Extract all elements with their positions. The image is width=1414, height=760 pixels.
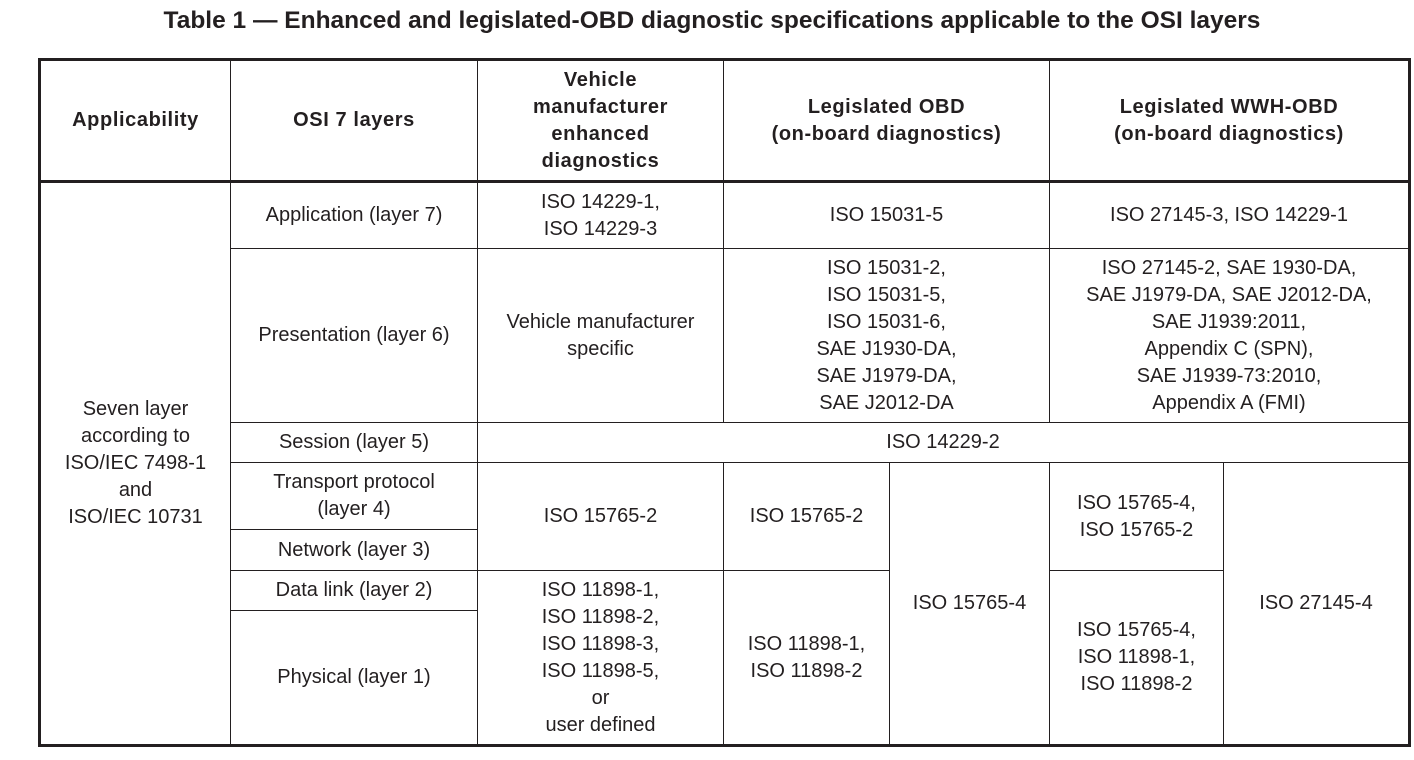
table-row-application: Seven layer according to ISO/IEC 7498-1 … [39, 181, 1410, 746]
application-wwh-cell: ISO 27145-3, ISO 14229-1 [1049, 181, 1410, 249]
header-applicability: Applicability [39, 59, 231, 183]
transport-network-vm-cell: ISO 15765-2 [477, 462, 724, 571]
header-legislated-wwh-obd: Legislated WWH-OBD (on-board diagnostics… [1049, 59, 1410, 183]
layer-physical: Physical (layer 1) [230, 610, 478, 746]
application-vm-cell: ISO 14229-1, ISO 14229-3 [477, 181, 724, 249]
layer-presentation: Presentation (layer 6) [230, 248, 478, 423]
datalink-physical-wwh-cell: ISO 15765-4, ISO 11898-1, ISO 11898-2 [1049, 570, 1224, 746]
presentation-obd-cell: ISO 15031-2, ISO 15031-5, ISO 15031-6, S… [723, 248, 1050, 423]
datalink-physical-obd-cell: ISO 11898-1, ISO 11898-2 [723, 570, 890, 746]
session-all-cell: ISO 14229-2 [477, 422, 1410, 463]
obd-lower-layers-cell: ISO 15765-4 [889, 462, 1050, 746]
application-obd-cell: ISO 15031-5 [723, 181, 1050, 249]
datalink-physical-vm-cell: ISO 11898-1, ISO 11898-2, ISO 11898-3, I… [477, 570, 724, 746]
header-row: Applicability OSI 7 layers Vehicle manuf… [39, 59, 1410, 183]
layer-session: Session (layer 5) [230, 422, 478, 463]
wwh-lower-layers-cell: ISO 27145-4 [1223, 462, 1410, 746]
transport-network-wwh-cell: ISO 15765-4, ISO 15765-2 [1049, 462, 1224, 571]
layer-datalink: Data link (layer 2) [230, 570, 478, 611]
header-vehicle-manufacturer: Vehicle manufacturer enhanced diagnostic… [477, 59, 724, 183]
table-row-network: Network (layer 3) [40, 529, 1410, 571]
osi-diagnostic-table: Applicability OSI 7 layers Vehicle manuf… [38, 58, 1411, 747]
table-row-presentation: Presentation (layer 6) Vehicle manufactu… [40, 248, 1410, 423]
layer-application: Application (layer 7) [230, 181, 478, 249]
layer-transport: Transport protocol (layer 4) [230, 462, 478, 530]
header-osi-layers: OSI 7 layers [230, 59, 478, 183]
table-row-datalink: Data link (layer 2) ISO 11898-1, ISO 118… [40, 570, 1410, 746]
presentation-vm-cell: Vehicle manufacturer specific [477, 248, 724, 423]
transport-network-obd-cell: ISO 15765-2 [723, 462, 890, 571]
presentation-wwh-cell: ISO 27145-2, SAE 1930-DA, SAE J1979-DA, … [1049, 248, 1410, 423]
table-row-session: Session (layer 5) ISO 14229-2 [40, 422, 1410, 463]
applicability-cell: Seven layer according to ISO/IEC 7498-1 … [39, 181, 231, 746]
header-legislated-obd: Legislated OBD (on-board diagnostics) [723, 59, 1050, 183]
table-row-transport: Transport protocol (layer 4) ISO 15765-2… [40, 462, 1410, 746]
table-row-physical: Physical (layer 1) [40, 610, 1410, 746]
layer-network: Network (layer 3) [230, 529, 478, 571]
table-title: Table 1 — Enhanced and legislated-OBD di… [163, 7, 1261, 34]
